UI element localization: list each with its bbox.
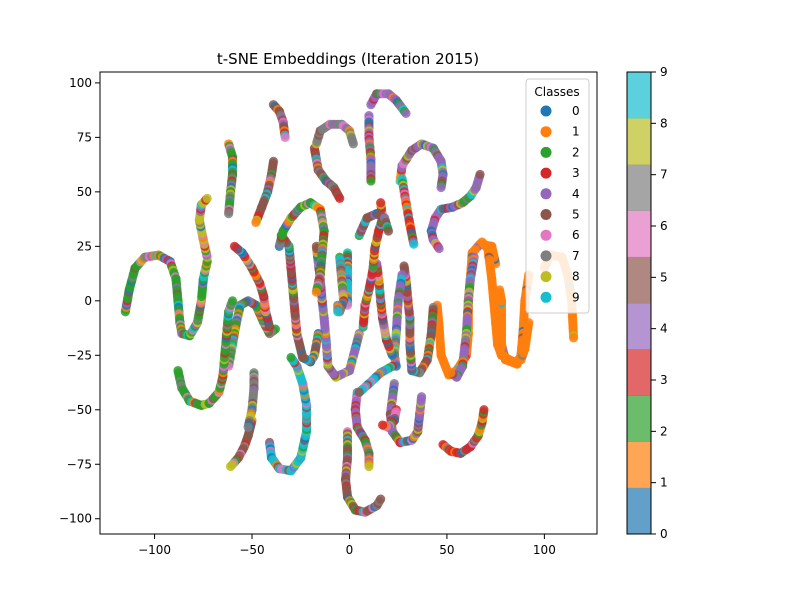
colorbar-tick-label: 9 <box>660 65 668 79</box>
legend-entry-label: 7 <box>572 249 580 263</box>
legend-marker <box>540 250 552 262</box>
y-tick-label: −50 <box>67 403 92 417</box>
y-tick-label: 25 <box>77 239 92 253</box>
scatter-point <box>569 333 579 343</box>
colorbar-segment <box>627 487 651 535</box>
x-tick-label: 50 <box>439 543 454 557</box>
legend-marker <box>540 105 552 117</box>
scatter-point <box>383 226 394 236</box>
scatter-point <box>434 243 444 254</box>
colorbar-frame <box>626 71 652 535</box>
legend-entry-label: 2 <box>572 145 580 159</box>
legend-entry-label: 1 <box>572 125 580 139</box>
scatter-point <box>409 239 419 249</box>
scatter-point <box>475 169 485 180</box>
colorbar-tick-label: 4 <box>660 322 668 336</box>
scatter-point <box>401 108 411 119</box>
colorbar: 0 1 2 3 4 5 6 7 8 9 <box>626 65 668 541</box>
colorbar-tick-label: 5 <box>660 270 668 284</box>
scatter-point <box>436 182 446 193</box>
legend-marker <box>540 271 552 283</box>
scatter-point <box>348 139 358 149</box>
legend-marker <box>540 126 552 138</box>
y-axis: −100 −75 −50 −25 0 25 50 75 100 <box>59 76 100 526</box>
y-tick-label: −75 <box>67 457 92 471</box>
y-tick-label: 0 <box>84 294 92 308</box>
colorbar-segment <box>627 118 651 165</box>
x-tick-label: −100 <box>138 543 171 557</box>
scatter-point <box>399 261 409 271</box>
scatter-point <box>446 368 456 378</box>
colorbar-tick-label: 2 <box>660 424 668 438</box>
colorbar-tick-label: 8 <box>660 116 668 130</box>
legend: Classes 0 1 2 3 4 5 6 7 8 9 <box>525 78 590 314</box>
scatter-point <box>354 387 364 397</box>
colorbar-tick-label: 3 <box>660 373 668 387</box>
scatter-point <box>479 405 489 415</box>
legend-entry-label: 6 <box>572 228 580 242</box>
scatter-point <box>335 193 345 203</box>
legend-marker <box>540 291 552 303</box>
legend-marker <box>540 146 552 158</box>
scatter-point <box>229 241 240 251</box>
scatter-point <box>366 176 376 186</box>
scatter-point <box>333 307 343 317</box>
scatter-point <box>243 422 253 432</box>
legend-entry-label: 3 <box>572 166 580 180</box>
scatter-point <box>224 209 234 219</box>
y-tick-label: −25 <box>67 348 92 362</box>
y-tick-label: −100 <box>59 512 92 526</box>
scatter-point <box>416 392 427 402</box>
x-axis: −100 −50 0 50 100 <box>138 534 556 557</box>
chart-title: t-SNE Embeddings (Iteration 2015) <box>217 50 479 68</box>
scatter-points <box>120 89 579 517</box>
legend-entry-label: 9 <box>572 290 580 304</box>
scatter-point <box>280 132 290 142</box>
colorbar-tick-label: 6 <box>660 219 668 233</box>
legend-entry-label: 4 <box>572 187 580 201</box>
legend-entry-label: 0 <box>572 104 580 118</box>
scatter-point <box>311 287 321 297</box>
colorbar-segment <box>627 256 651 304</box>
legend-entry-label: 8 <box>572 270 580 284</box>
y-tick-label: 100 <box>69 76 92 90</box>
colorbar-tick-label: 7 <box>660 168 668 182</box>
scatter-point <box>378 420 388 430</box>
scatter-point <box>227 296 238 306</box>
y-tick-label: 75 <box>77 130 92 144</box>
scatter-point <box>225 461 236 472</box>
legend-marker <box>540 229 552 241</box>
colorbar-segment <box>627 210 651 258</box>
legend-marker <box>540 209 552 220</box>
colorbar-segment <box>627 441 651 489</box>
scatter-point <box>251 217 261 227</box>
scatter-point <box>376 494 386 504</box>
x-tick-label: −50 <box>239 543 264 557</box>
scatter-point <box>376 198 386 208</box>
colorbar-tick-label: 0 <box>660 527 668 541</box>
colorbar-segment <box>627 395 651 442</box>
scatter-point <box>286 352 296 363</box>
legend-entry-label: 5 <box>572 208 580 222</box>
legend-title: Classes <box>534 85 579 99</box>
colorbar-segment <box>627 72 651 119</box>
colorbar-segment <box>627 349 651 396</box>
scatter-point <box>524 318 534 328</box>
colorbar-segment <box>627 303 651 350</box>
x-tick-label: 0 <box>346 543 354 557</box>
colorbar-segment <box>627 164 651 211</box>
y-tick-label: 50 <box>77 185 92 199</box>
legend-marker <box>540 167 552 179</box>
legend-marker <box>540 188 552 200</box>
x-tick-label: 100 <box>533 543 556 557</box>
colorbar-tick-label: 1 <box>660 476 668 490</box>
scatter-point <box>202 193 212 203</box>
plot-frame <box>99 71 598 535</box>
scatter-point <box>364 461 374 472</box>
